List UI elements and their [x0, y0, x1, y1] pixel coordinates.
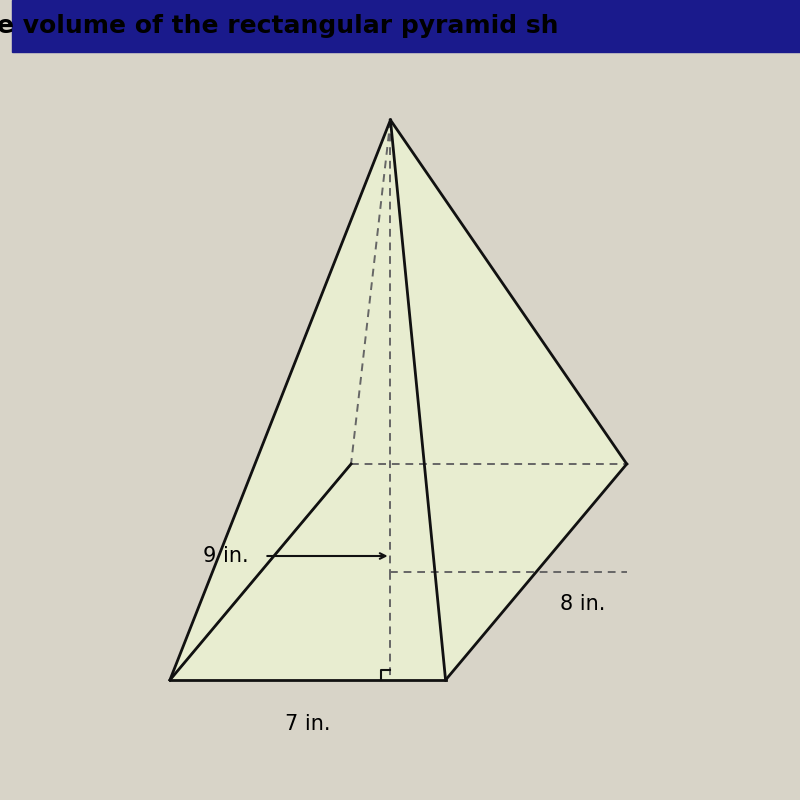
- Polygon shape: [170, 120, 390, 680]
- FancyBboxPatch shape: [13, 0, 800, 52]
- Polygon shape: [390, 120, 626, 680]
- Text: e volume of the rectangular pyramid sh: e volume of the rectangular pyramid sh: [0, 14, 558, 38]
- Polygon shape: [351, 120, 626, 464]
- Text: 7 in.: 7 in.: [285, 714, 330, 734]
- Text: 8 in.: 8 in.: [560, 594, 605, 614]
- Text: 9 in.: 9 in.: [203, 546, 249, 566]
- Polygon shape: [170, 120, 446, 680]
